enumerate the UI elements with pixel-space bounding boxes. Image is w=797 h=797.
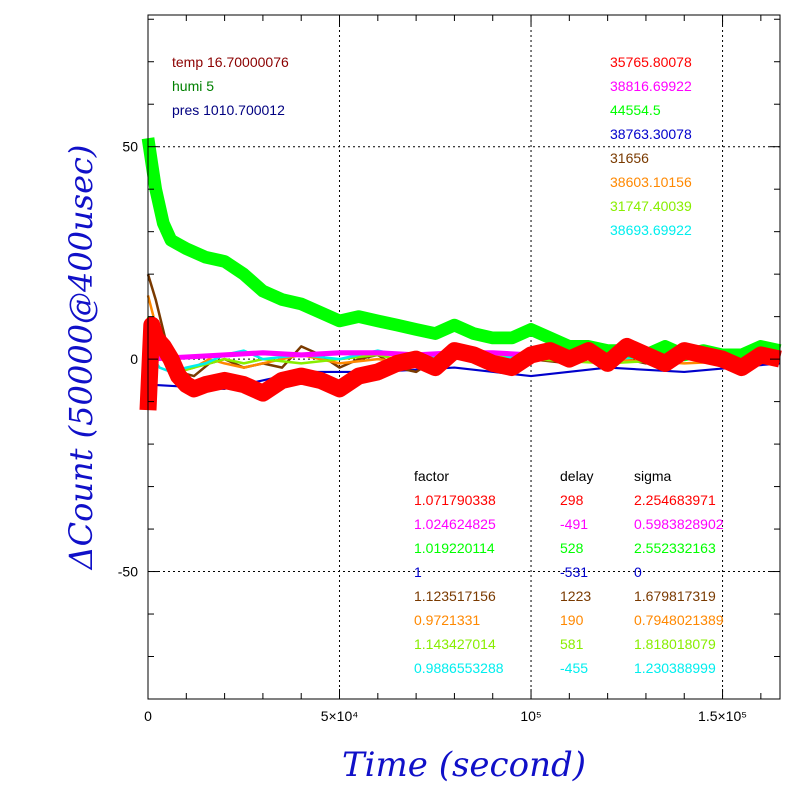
x-tick-label: 0 bbox=[144, 708, 152, 724]
x-tick-label: 5×10⁴ bbox=[321, 708, 359, 724]
legend: temp 16.70000076 humi 5 pres 1010.700012 35… bbox=[172, 54, 724, 676]
table-cell: 1.071790338 bbox=[414, 492, 496, 508]
table-cell: 190 bbox=[560, 612, 584, 628]
table-cell: 0.7948021389 bbox=[634, 612, 724, 628]
series-mean-label: 38816.69922 bbox=[610, 78, 692, 94]
table-cell: 1.123517156 bbox=[414, 588, 496, 604]
table-cell: 2.254683971 bbox=[634, 492, 716, 508]
table-header: factor bbox=[414, 468, 449, 484]
y-tick-label: 50 bbox=[122, 139, 138, 155]
table-cell: 1.818018079 bbox=[634, 636, 716, 652]
series-mean-label: 38763.30078 bbox=[610, 126, 692, 142]
y-axis-label: ΔCount (50000@400usec) bbox=[62, 145, 100, 572]
table-cell: 298 bbox=[560, 492, 584, 508]
y-tick-label: 0 bbox=[130, 351, 138, 367]
table-cell: 1.679817319 bbox=[634, 588, 716, 604]
table-cell: 0.5983828902 bbox=[634, 516, 724, 532]
x-tick-label: 10⁵ bbox=[520, 708, 541, 724]
series-line bbox=[139, 316, 782, 411]
series-line bbox=[141, 137, 782, 362]
table-cell: 1.024624825 bbox=[414, 516, 496, 532]
x-axis-label: Time (second) bbox=[342, 745, 586, 785]
series-mean-label: 38693.69922 bbox=[610, 222, 692, 238]
table-cell: -455 bbox=[560, 660, 588, 676]
series-layer bbox=[139, 137, 782, 411]
series-mean-label: 35765.80078 bbox=[610, 54, 692, 70]
series-mean-label: 38603.10156 bbox=[610, 174, 692, 190]
condition-label: humi 5 bbox=[172, 78, 214, 94]
table-cell: 1.230388999 bbox=[634, 660, 716, 676]
table-cell: 528 bbox=[560, 540, 584, 556]
table-cell: 1.019220114 bbox=[414, 540, 495, 556]
ticks bbox=[147, 15, 780, 700]
x-tick-label: 1.5×10⁵ bbox=[698, 708, 747, 724]
table-cell: 1.143427014 bbox=[414, 636, 496, 652]
table-cell: -531 bbox=[560, 564, 588, 580]
y-tick-label: -50 bbox=[118, 564, 138, 580]
table-cell: 1223 bbox=[560, 588, 591, 604]
table-header: sigma bbox=[634, 468, 672, 484]
series-mean-label: 31747.40039 bbox=[610, 198, 692, 214]
table-header: delay bbox=[560, 468, 593, 484]
table-cell: 0.9886553288 bbox=[414, 660, 504, 676]
condition-label: pres 1010.700012 bbox=[172, 102, 285, 118]
labels: 0 5×10⁴ 10⁵ 1.5×10⁵ 50 0 -50 Time (second) ΔCoun… bbox=[62, 139, 747, 785]
plot-frame bbox=[147, 14, 781, 700]
table-cell: -491 bbox=[560, 516, 588, 532]
table-cell: 0.9721331 bbox=[414, 612, 480, 628]
table-cell: 0 bbox=[634, 564, 642, 580]
series-mean-label: 44554.5 bbox=[610, 102, 661, 118]
table-cell: 581 bbox=[560, 636, 584, 652]
table-cell: 1 bbox=[414, 564, 422, 580]
table-cell: 2.552332163 bbox=[634, 540, 716, 556]
series-mean-label: 31656 bbox=[610, 150, 649, 166]
condition-label: temp 16.70000076 bbox=[172, 54, 289, 70]
